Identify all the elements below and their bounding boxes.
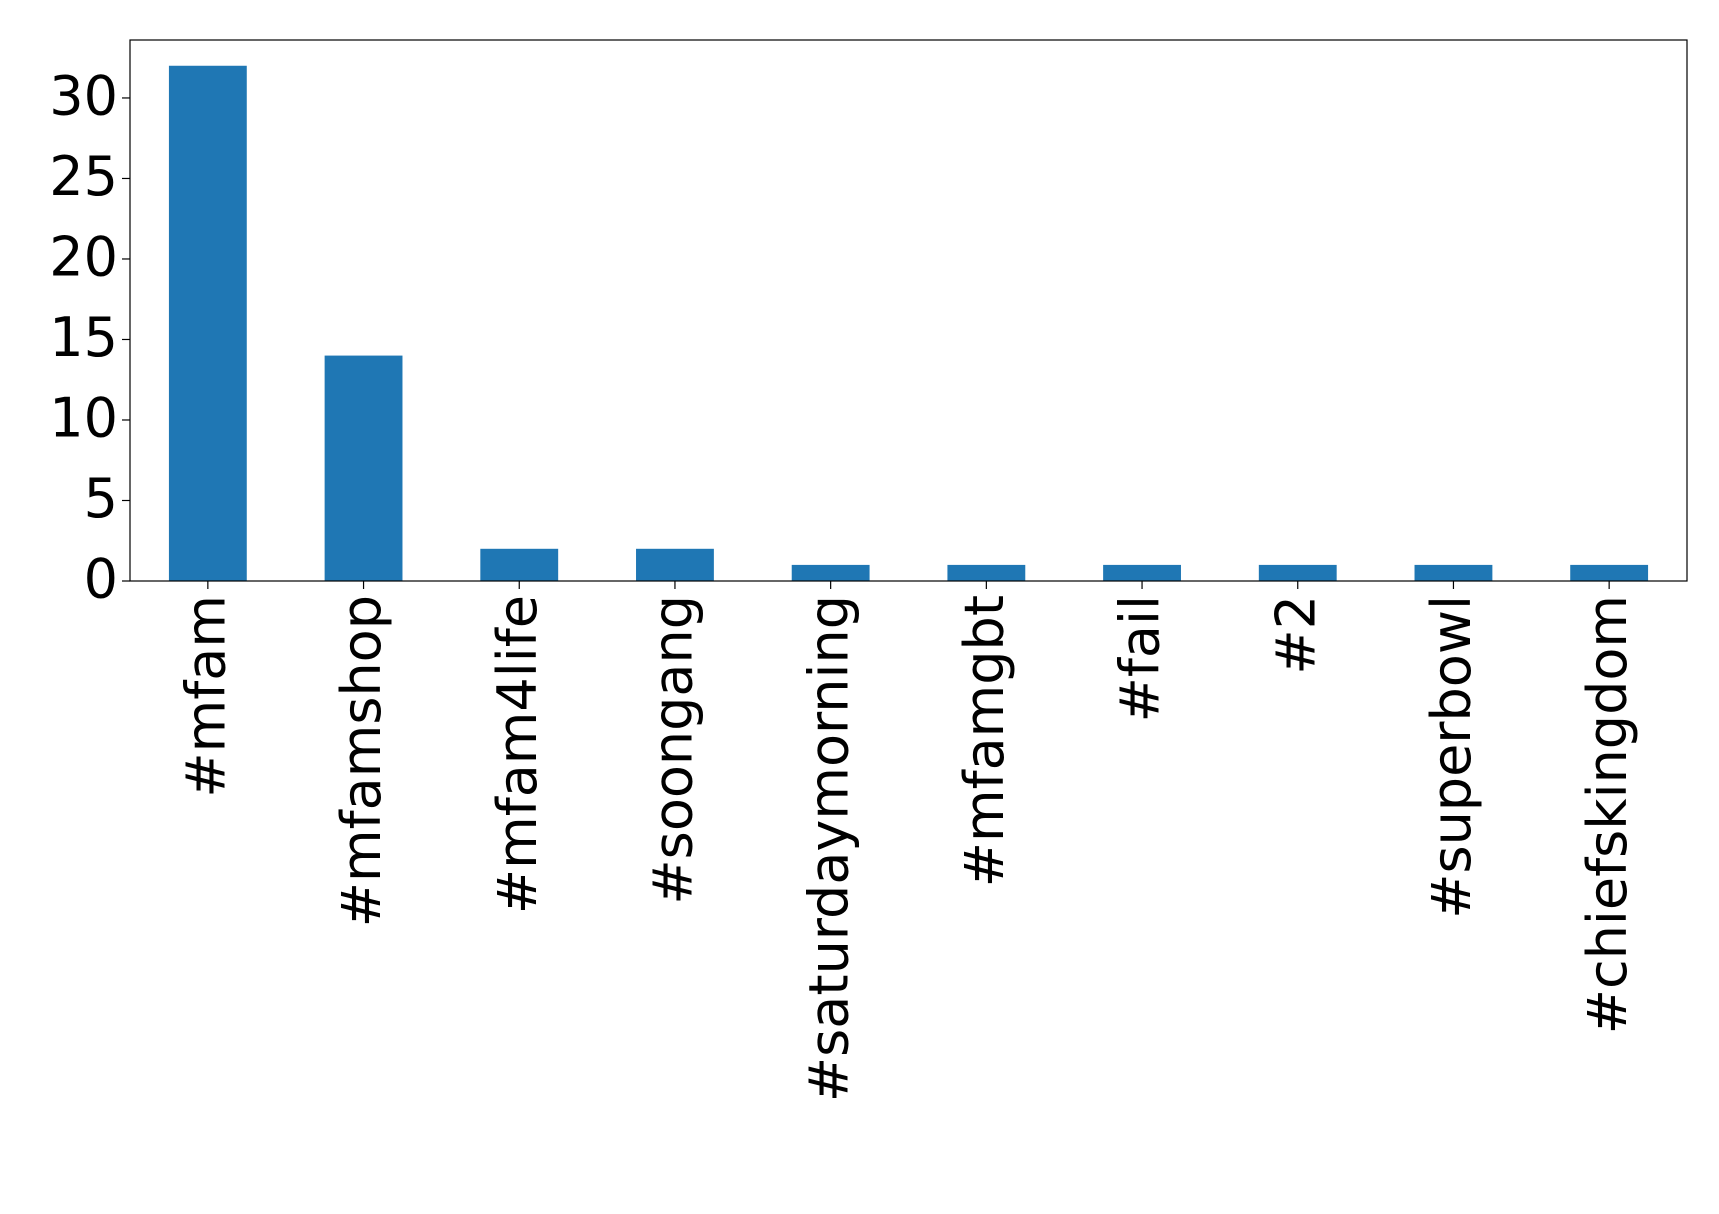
x-tick-label: #saturdaymorning xyxy=(797,595,860,1102)
x-tick-label: #mfam4life xyxy=(486,595,549,914)
x-tick-label: #superbowl xyxy=(1420,595,1483,919)
x-tick-label: #fail xyxy=(1109,595,1172,722)
x-tick-label: #2 xyxy=(1264,595,1327,675)
y-tick-label: 15 xyxy=(49,306,118,369)
x-tick-label: #mfam xyxy=(174,595,237,798)
bar xyxy=(324,355,403,581)
x-tick-label: #soongang xyxy=(642,595,705,905)
y-tick-label: 30 xyxy=(49,65,118,128)
bar xyxy=(1103,564,1181,581)
bar xyxy=(791,564,870,581)
y-tick-label: 0 xyxy=(84,548,118,611)
x-tick-label: #mfamshop xyxy=(330,595,393,927)
y-tick-label: 10 xyxy=(49,387,118,450)
bar xyxy=(1570,564,1649,581)
bar xyxy=(636,548,714,581)
y-tick-label: 25 xyxy=(49,145,118,208)
plot-frame xyxy=(129,39,1688,582)
bar xyxy=(1414,564,1493,581)
y-tick-label: 20 xyxy=(49,226,118,289)
bar xyxy=(1258,564,1337,581)
bar xyxy=(480,548,559,581)
bar xyxy=(947,564,1026,581)
bar xyxy=(168,65,247,581)
x-tick-label: #mfamgbt xyxy=(953,595,1016,887)
x-tick-label: #chiefskingdom xyxy=(1576,595,1639,1034)
y-tick-label: 5 xyxy=(84,467,118,530)
